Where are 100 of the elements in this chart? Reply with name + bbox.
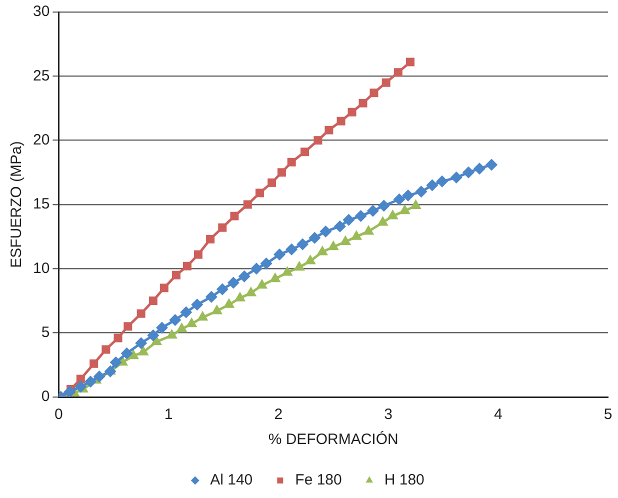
point: [147, 329, 160, 342]
y-tick-label: 5: [41, 324, 50, 341]
point: [194, 250, 202, 259]
point: [191, 298, 204, 311]
point: [426, 179, 438, 192]
point: [450, 172, 462, 184]
point: [336, 116, 346, 126]
point: [186, 317, 198, 328]
point: [172, 270, 180, 280]
point: [243, 200, 252, 209]
point: [378, 200, 390, 212]
point: [340, 235, 352, 245]
point: [320, 225, 332, 238]
point: [415, 186, 428, 198]
point: [277, 168, 286, 177]
point: [300, 148, 310, 156]
point: [382, 78, 390, 87]
y-axis-title: ESFUERZO (MPa): [8, 141, 26, 268]
point: [205, 290, 218, 303]
point: [377, 216, 388, 226]
point: [287, 158, 296, 166]
x-tick-label: 5: [604, 406, 612, 424]
point: [286, 243, 298, 256]
point: [394, 68, 402, 77]
point: [308, 232, 321, 244]
legend-label: H 180: [384, 472, 424, 489]
point: [104, 365, 116, 378]
point: [294, 260, 305, 271]
x-tick-label: 0: [54, 406, 63, 424]
point: [216, 283, 228, 296]
point: [138, 346, 149, 356]
point: [399, 204, 410, 214]
point: [180, 306, 192, 318]
point: [406, 58, 414, 66]
point: [160, 284, 168, 292]
point: [223, 298, 235, 308]
x-tick-label: 4: [494, 406, 502, 424]
point: [74, 380, 87, 393]
point: [362, 224, 374, 235]
point: [135, 337, 148, 350]
point: [196, 310, 208, 321]
point: [473, 162, 486, 175]
point: [166, 328, 178, 339]
point: [370, 88, 378, 98]
legend-label: Al 140: [210, 472, 253, 489]
point: [114, 334, 122, 342]
point: [110, 356, 122, 368]
point: [234, 292, 246, 302]
point: [102, 345, 110, 354]
point: [169, 314, 182, 326]
point: [64, 386, 76, 397]
point: [90, 359, 98, 368]
x-tick-label: 3: [384, 406, 392, 424]
legend-label: Fe 180: [295, 472, 342, 489]
point: [256, 278, 268, 289]
point: [227, 276, 240, 289]
y-tick-label: 0: [41, 388, 50, 406]
point: [316, 245, 328, 256]
point: [218, 223, 227, 232]
point: [350, 230, 362, 240]
point: [124, 322, 132, 331]
point: [282, 266, 293, 276]
point: [486, 158, 498, 171]
point: [334, 220, 346, 232]
point: [314, 136, 322, 145]
point: [324, 126, 334, 134]
point: [211, 304, 223, 314]
point: [120, 347, 133, 360]
point: [255, 188, 264, 198]
point: [156, 322, 168, 334]
point: [182, 262, 192, 270]
point: [274, 248, 286, 261]
point: [354, 210, 367, 222]
point: [176, 322, 188, 332]
x-axis-title: % DEFORMACIÓN: [268, 430, 398, 448]
point: [269, 272, 281, 282]
x-tick-label: 1: [164, 406, 173, 424]
y-tick-label: 30: [32, 3, 50, 20]
point: [304, 254, 316, 264]
point: [393, 193, 406, 206]
point: [296, 238, 309, 250]
point: [93, 370, 106, 382]
point: [148, 296, 158, 305]
point: [462, 166, 474, 178]
point: [238, 270, 250, 282]
point: [245, 286, 257, 296]
point: [358, 98, 368, 108]
y-tick-label: 15: [32, 196, 50, 213]
point: [268, 178, 276, 187]
point: [136, 309, 146, 318]
point: [342, 214, 355, 226]
point: [260, 258, 272, 270]
x-tick-label: 2: [274, 406, 283, 424]
point: [206, 234, 215, 244]
point: [410, 199, 422, 210]
point: [328, 240, 339, 250]
point: [402, 190, 414, 202]
y-tick-label: 25: [32, 67, 50, 84]
point: [230, 212, 239, 220]
point: [84, 376, 97, 388]
